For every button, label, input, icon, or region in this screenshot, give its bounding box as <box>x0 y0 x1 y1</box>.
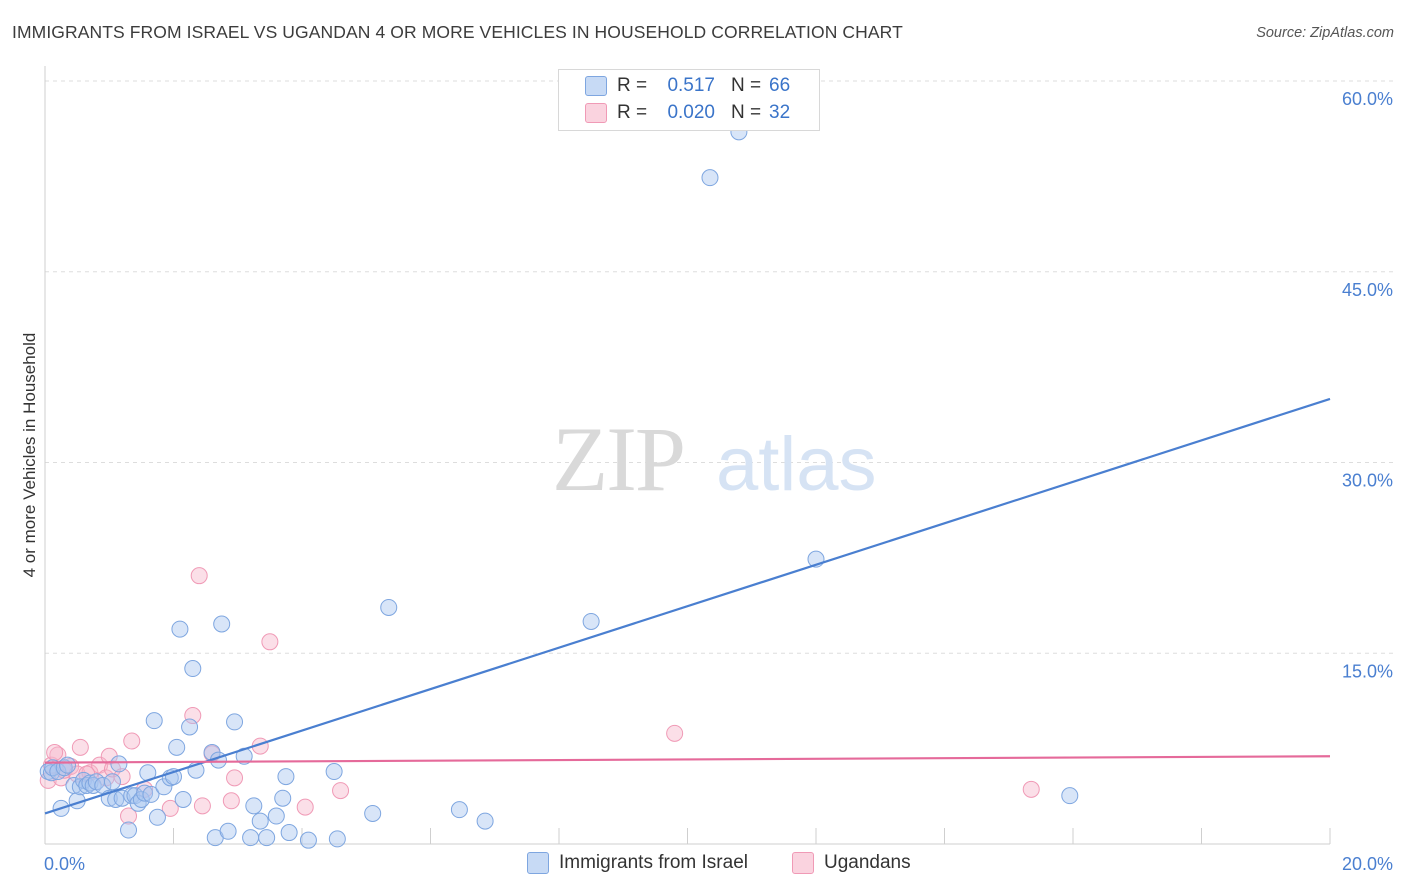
trend-line <box>44 755 1331 764</box>
data-point <box>1061 787 1079 805</box>
watermark: ZIP atlas <box>552 408 877 510</box>
x-tick-label-min: 0.0% <box>44 854 85 874</box>
data-point <box>450 801 468 819</box>
data-point <box>193 797 211 815</box>
series-swatch-ugandans <box>792 852 814 874</box>
data-point <box>364 804 382 822</box>
gridlines <box>45 80 1393 654</box>
legend-n-value: 66 <box>769 75 791 96</box>
data-point <box>120 807 138 825</box>
series-label-ugandans: Ugandans <box>824 852 911 873</box>
data-point <box>332 782 350 800</box>
legend-n-value: 32 <box>769 102 791 123</box>
data-point <box>103 773 121 791</box>
data-point <box>55 759 73 777</box>
data-point <box>226 713 244 731</box>
y-tick-label: 45.0% <box>1342 280 1393 300</box>
data-point <box>380 598 398 616</box>
legend-n-label: N = <box>731 75 762 96</box>
legend-r-label: R = <box>617 75 648 96</box>
data-point <box>296 798 314 816</box>
data-point <box>168 738 186 756</box>
data-point <box>71 738 89 756</box>
data-point <box>184 707 202 725</box>
data-point <box>190 567 208 585</box>
data-point <box>113 768 131 786</box>
trend-line <box>44 397 1331 815</box>
series-swatch-israel <box>527 852 549 874</box>
data-point <box>582 612 600 630</box>
data-point <box>171 620 189 638</box>
series-legend-ugandans[interactable]: Ugandans <box>792 852 911 874</box>
data-point <box>328 830 346 848</box>
source-credit: Source: ZipAtlas.com <box>1256 25 1394 41</box>
y-tick-label: 15.0% <box>1342 661 1393 681</box>
legend-r-value: 0.020 <box>667 102 715 123</box>
data-point <box>161 799 179 817</box>
data-point <box>251 812 269 830</box>
chart-title: IMMIGRANTS FROM ISRAEL VS UGANDAN 4 OR M… <box>12 22 903 42</box>
data-point <box>261 633 279 651</box>
data-point <box>142 785 160 803</box>
data-point <box>123 732 141 750</box>
legend-swatch-ugandans <box>585 103 607 123</box>
data-point <box>120 821 138 839</box>
series-legend: Immigrants from Israel Ugandans <box>0 852 1406 878</box>
israel-points <box>39 123 1079 849</box>
y-tick-labels: 15.0% 30.0% 45.0% 60.0% <box>1342 89 1393 681</box>
legend-swatch-israel <box>585 76 607 96</box>
data-point <box>46 743 64 761</box>
data-point <box>219 822 237 840</box>
watermark-zip: ZIP <box>552 408 684 510</box>
data-point <box>701 169 719 187</box>
data-point <box>277 768 295 786</box>
legend-n-label: N = <box>731 102 762 123</box>
data-point <box>222 792 240 810</box>
trendlines <box>44 397 1331 815</box>
series-label-israel: Immigrants from Israel <box>559 852 748 873</box>
data-point <box>242 829 260 847</box>
data-point <box>181 718 199 736</box>
data-point <box>245 797 263 815</box>
legend-r-label: R = <box>617 102 648 123</box>
y-axis-label: 4 or more Vehicles in Household <box>20 333 39 578</box>
y-tick-label: 60.0% <box>1342 89 1393 109</box>
data-point <box>145 712 163 730</box>
data-point <box>136 784 154 802</box>
data-point <box>174 790 192 808</box>
data-point <box>258 829 276 847</box>
data-point <box>325 763 343 781</box>
x-tick-label-max: 20.0% <box>1342 854 1393 874</box>
data-point <box>81 774 99 792</box>
stats-legend: R = 0.517 N = 66 R = 0.020 N = 32 <box>558 69 820 131</box>
data-point <box>113 789 131 807</box>
y-tick-label: 30.0% <box>1342 471 1393 491</box>
data-point <box>1022 780 1040 798</box>
series-legend-israel[interactable]: Immigrants from Israel <box>527 852 748 874</box>
data-point <box>476 812 494 830</box>
data-point <box>226 769 244 787</box>
x-tick-marks <box>173 828 1331 844</box>
data-point <box>299 831 317 849</box>
data-point <box>110 755 128 773</box>
data-point <box>666 724 684 742</box>
data-point <box>148 808 166 826</box>
data-point <box>184 660 202 678</box>
data-point <box>58 756 76 774</box>
data-point <box>274 789 292 807</box>
ugandans-points <box>39 567 1040 825</box>
data-point <box>267 807 285 825</box>
legend-r-value: 0.517 <box>667 75 715 96</box>
data-point <box>280 824 298 842</box>
watermark-atlas: atlas <box>716 422 877 507</box>
data-point <box>213 615 231 633</box>
